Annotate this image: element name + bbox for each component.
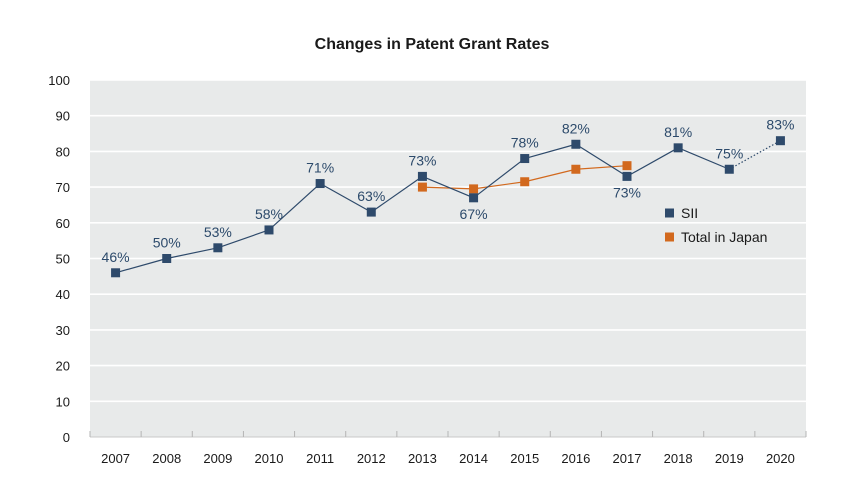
x-axis-ticks: 2007 2008 2009 2010 2011 2012 2013 2014 2015 2016… bbox=[89, 431, 807, 466]
x-tick-label: 2016 bbox=[561, 451, 590, 466]
data-point bbox=[571, 139, 581, 149]
data-point bbox=[622, 161, 632, 171]
y-tick-label: 80 bbox=[56, 144, 70, 159]
data-point bbox=[417, 182, 427, 192]
data-label: 63% bbox=[357, 188, 385, 204]
data-point bbox=[571, 164, 581, 174]
data-label: 83% bbox=[766, 117, 794, 133]
x-tick-label: 2008 bbox=[152, 451, 181, 466]
data-label: 53% bbox=[204, 224, 232, 240]
y-tick-label: 70 bbox=[56, 180, 70, 195]
data-label: 81% bbox=[664, 124, 692, 140]
series-line-segment bbox=[217, 229, 270, 249]
x-tick-label: 2018 bbox=[664, 451, 693, 466]
x-tick-label: 2017 bbox=[613, 451, 642, 466]
x-tick-label: 2011 bbox=[306, 451, 334, 466]
series-line-segment bbox=[166, 247, 218, 260]
data-label: 50% bbox=[153, 235, 181, 251]
data-point bbox=[417, 171, 427, 181]
series-points bbox=[111, 136, 785, 278]
y-axis-ticks: 0 10 20 30 40 50 60 70 80 90 100 bbox=[48, 73, 70, 445]
y-tick-label: 100 bbox=[48, 73, 70, 88]
data-point bbox=[520, 177, 530, 187]
data-point bbox=[213, 243, 223, 253]
data-label: 75% bbox=[715, 145, 743, 161]
x-tick-label: 2014 bbox=[459, 451, 488, 466]
data-label: 58% bbox=[255, 206, 283, 222]
series-line-segment bbox=[677, 147, 730, 170]
legend-label: SII bbox=[681, 205, 698, 221]
series-line-segment bbox=[575, 165, 628, 170]
y-tick-label: 30 bbox=[56, 323, 70, 338]
data-point bbox=[366, 207, 376, 217]
y-tick-label: 60 bbox=[56, 216, 70, 231]
data-label: 67% bbox=[460, 206, 488, 222]
series-line-segment bbox=[422, 186, 474, 190]
chart-title: Changes in Patent Grant Rates bbox=[315, 36, 550, 53]
y-tick-label: 40 bbox=[56, 287, 70, 302]
data-point bbox=[775, 136, 785, 146]
data-label: 73% bbox=[408, 152, 436, 168]
legend-swatch bbox=[665, 208, 674, 218]
y-tick-label: 10 bbox=[56, 394, 70, 409]
x-tick-label: 2010 bbox=[255, 451, 284, 466]
series-line-segment bbox=[524, 168, 576, 183]
data-label: 73% bbox=[613, 184, 641, 200]
series-line-segment bbox=[115, 257, 167, 274]
data-point bbox=[469, 184, 479, 194]
series-line-segment bbox=[473, 158, 526, 199]
series-line-segment bbox=[626, 147, 679, 177]
series-lines bbox=[115, 140, 781, 274]
x-tick-label: 2015 bbox=[510, 451, 539, 466]
data-point bbox=[724, 164, 734, 174]
data-label: 46% bbox=[102, 249, 130, 265]
x-tick-label: 2020 bbox=[766, 451, 795, 466]
data-point bbox=[469, 193, 479, 203]
legend-label: Total in Japan bbox=[681, 229, 767, 245]
data-label: 71% bbox=[306, 160, 334, 176]
data-point bbox=[622, 171, 632, 181]
series-line-segment bbox=[422, 175, 474, 199]
series-line-segment bbox=[524, 143, 577, 160]
data-point bbox=[315, 179, 325, 189]
data-point bbox=[264, 225, 274, 235]
series-line-segment bbox=[728, 140, 781, 170]
y-tick-label: 0 bbox=[63, 430, 70, 445]
x-tick-label: 2019 bbox=[715, 451, 744, 466]
data-label: 82% bbox=[562, 120, 590, 136]
series-line-segment bbox=[370, 175, 423, 213]
data-point bbox=[520, 154, 530, 164]
x-tick-label: 2013 bbox=[408, 451, 437, 466]
x-tick-label: 2007 bbox=[101, 451, 130, 466]
data-point bbox=[111, 268, 121, 278]
series-line-segment bbox=[268, 183, 321, 231]
data-labels: 46% 50% 53% 58% 71% 63% 73% 67% 78% 82% 73% 81% 75% 8… bbox=[102, 117, 795, 265]
legend-swatch bbox=[665, 232, 674, 242]
series-line-segment bbox=[575, 143, 628, 177]
x-tick-label: 2012 bbox=[357, 451, 386, 466]
data-point bbox=[162, 254, 172, 263]
series-line-segment bbox=[473, 181, 525, 190]
y-tick-label: 20 bbox=[56, 359, 70, 374]
y-tick-label: 50 bbox=[56, 252, 70, 267]
y-tick-label: 90 bbox=[56, 109, 70, 124]
x-tick-label: 2009 bbox=[203, 451, 232, 466]
data-label: 78% bbox=[511, 135, 539, 151]
data-point bbox=[673, 143, 683, 153]
legend: SII Total in Japan bbox=[665, 205, 767, 245]
series-line-segment bbox=[319, 183, 372, 213]
